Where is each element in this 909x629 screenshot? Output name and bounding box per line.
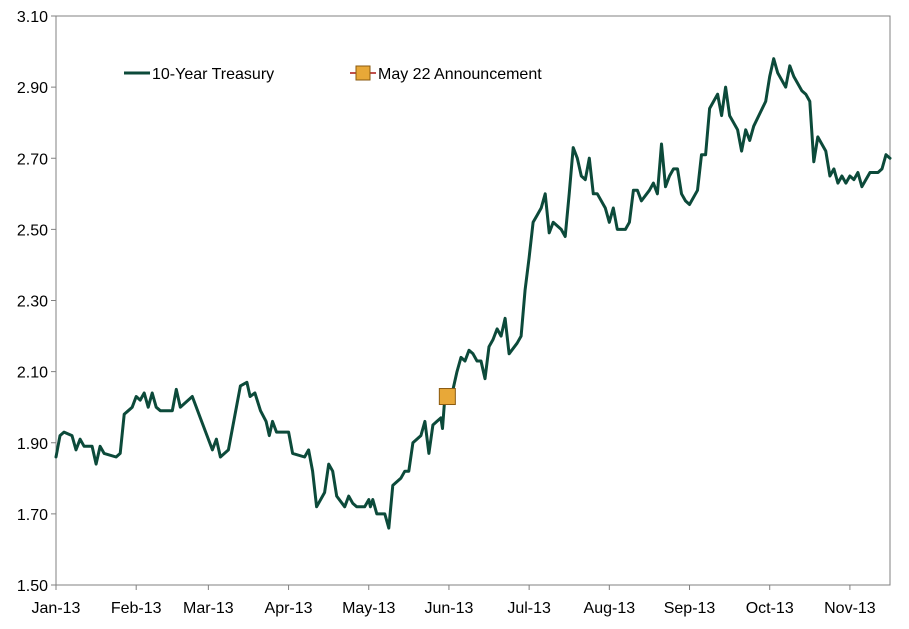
- y-tick-label: 2.50: [17, 222, 48, 239]
- legend-series-label: 10-Year Treasury: [152, 66, 274, 83]
- series-layer: [54, 57, 892, 530]
- y-tick-label: 3.10: [17, 9, 48, 26]
- x-tick-label: Sep-13: [664, 600, 716, 617]
- legend-marker-swatch: [355, 65, 371, 81]
- legend-marker-label: May 22 Announcement: [378, 66, 542, 83]
- x-tick-label: Nov-13: [824, 600, 876, 617]
- x-axis: Jan-13 Feb-13 Mar-13 Apr-13 May-13 Jun-13 Jul-…: [32, 585, 876, 617]
- x-tick-label: Mar-13: [183, 600, 234, 617]
- y-tick-label: 1.70: [17, 507, 48, 524]
- x-tick-label: Oct-13: [746, 600, 794, 617]
- y-tick-label: 2.30: [17, 294, 48, 311]
- x-tick-label: Aug-13: [584, 600, 636, 617]
- y-tick-label: 2.90: [17, 80, 48, 97]
- x-tick-label: Jul-13: [507, 600, 551, 617]
- x-tick-label: Jan-13: [32, 600, 81, 617]
- legend: 10-Year Treasury May 22 Announcement: [124, 65, 542, 83]
- y-axis: 1.50 1.70 1.90 2.10 2.30 2.50 2.70 2.90 3.10: [17, 9, 56, 595]
- may-22-announcement-marker: [438, 388, 456, 406]
- x-tick-label: May-13: [342, 600, 395, 617]
- y-tick-label: 2.70: [17, 151, 48, 168]
- x-tick-label: Apr-13: [265, 600, 313, 617]
- y-tick-label: 1.90: [17, 436, 48, 453]
- y-tick-label: 1.50: [17, 578, 48, 595]
- y-tick-label: 2.10: [17, 365, 48, 382]
- series-line-10-year-treasury: [54, 57, 892, 530]
- x-tick-label: Jun-13: [424, 600, 473, 617]
- x-tick-label: Feb-13: [111, 600, 162, 617]
